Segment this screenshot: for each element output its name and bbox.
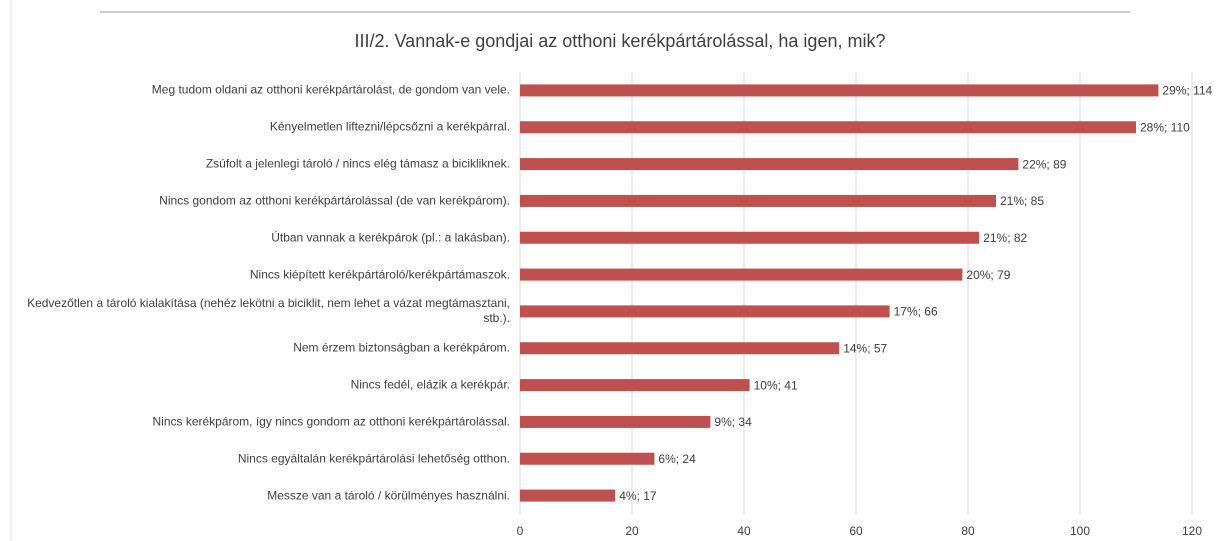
category-label: Kedvezőtlen a tároló kialakítása (nehéz … xyxy=(27,296,510,326)
category-label: Kényelmetlen liftezni/lépcsőzni a kerékp… xyxy=(269,119,510,134)
bar xyxy=(520,268,963,281)
x-tick-label: 60 xyxy=(849,524,863,538)
bar xyxy=(520,121,1136,134)
category-label: Nincs kerékpárom, így nincs gondom az ot… xyxy=(152,414,510,429)
bar xyxy=(520,379,750,392)
value-label: 28%; 110 xyxy=(1140,120,1190,134)
value-label: 21%; 82 xyxy=(983,231,1027,245)
category-label: Meg tudom oldani az otthoni kerékpártáro… xyxy=(151,82,510,97)
bar xyxy=(520,452,655,465)
value-label: 6%; 24 xyxy=(658,452,696,466)
value-label: 22%; 89 xyxy=(1022,157,1066,171)
category-label: Nincs egyáltalán kerékpártárolási lehető… xyxy=(237,451,510,466)
value-label: 17%; 66 xyxy=(894,305,938,319)
category-label: Útban vannak a kerékpárok (pl.: a lakásb… xyxy=(271,230,510,245)
value-label: 9%; 34 xyxy=(714,415,752,429)
value-label: 4%; 17 xyxy=(619,489,657,503)
x-tick-label: 40 xyxy=(737,524,751,538)
category-label: Nincs kiépített kerékpártároló/kerékpárt… xyxy=(249,267,510,282)
bar xyxy=(520,194,996,207)
bar xyxy=(520,158,1019,171)
category-label: Nem érzem biztonságban a kerékpárom. xyxy=(293,340,510,355)
bar xyxy=(520,415,711,428)
value-label: 29%; 114 xyxy=(1162,84,1212,98)
x-tick-label: 80 xyxy=(961,524,975,538)
value-label: 21%; 85 xyxy=(1000,194,1044,208)
x-tick-label: 100 xyxy=(1070,524,1090,538)
bar xyxy=(520,305,890,318)
bar xyxy=(520,84,1159,97)
bar xyxy=(520,342,840,355)
value-label: 20%; 79 xyxy=(966,268,1010,282)
x-tick-label: 20 xyxy=(625,524,639,538)
category-label: Zsúfolt a jelenlegi tároló / nincs elég … xyxy=(205,156,510,171)
bar xyxy=(520,231,980,244)
value-label: 14%; 57 xyxy=(843,341,887,355)
category-label: Messze van a tároló / körülményes haszná… xyxy=(267,488,510,503)
x-tick-label: 0 xyxy=(517,524,524,538)
x-tick-label: 120 xyxy=(1182,524,1202,538)
value-label: 10%; 41 xyxy=(754,378,798,392)
bar xyxy=(520,489,616,502)
category-label: Nincs fedél, elázik a kerékpár. xyxy=(350,377,510,392)
category-label: Nincs gondom az otthoni kerékpártároláss… xyxy=(159,193,510,208)
chart-title: III/2. Vannak-e gondjai az otthoni kerék… xyxy=(355,31,886,51)
